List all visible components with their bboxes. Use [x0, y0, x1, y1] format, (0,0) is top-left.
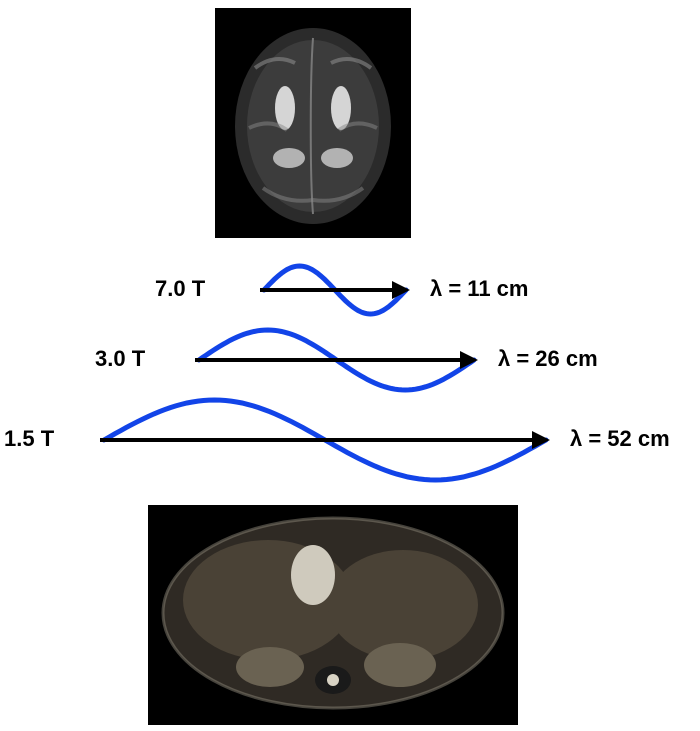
abdomen-glyph-icon — [148, 505, 518, 725]
field-strength-label-0: 7.0 T — [155, 276, 205, 302]
wavelength-label-2: λ = 52 cm — [570, 426, 670, 452]
arrow-head-2 — [532, 431, 550, 449]
wavelength-label-0: λ = 11 cm — [430, 276, 528, 302]
mri-abdomen-image — [148, 505, 518, 725]
field-strength-label-2: 1.5 T — [4, 426, 54, 452]
wavelength-label-1: λ = 26 cm — [498, 346, 598, 372]
field-strength-label-1: 3.0 T — [95, 346, 145, 372]
